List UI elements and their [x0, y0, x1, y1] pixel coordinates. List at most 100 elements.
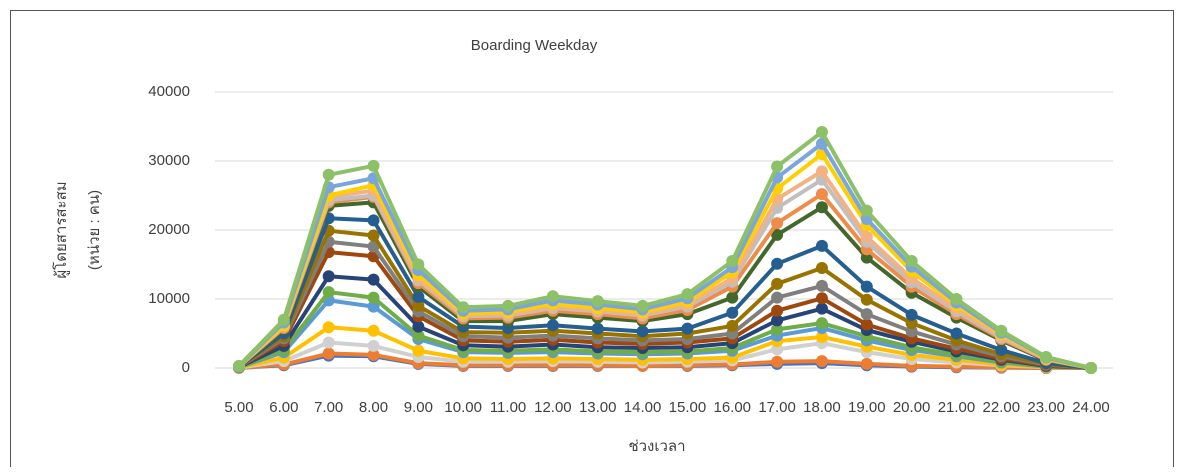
y-tick-label: 40000 [148, 83, 190, 100]
data-point [412, 299, 425, 312]
data-point [322, 270, 335, 283]
data-point [860, 293, 873, 306]
data-point [322, 286, 335, 299]
data-point [815, 279, 828, 292]
data-point [950, 293, 963, 305]
series-line [237, 228, 1092, 370]
data-point [860, 204, 873, 217]
data-point [771, 323, 784, 336]
data-point [367, 324, 380, 337]
series-line [238, 274, 1092, 370]
x-tick-label: 15.00 [669, 399, 707, 416]
data-point [815, 330, 828, 343]
data-point [726, 255, 739, 268]
data-point [905, 308, 918, 321]
data-point [771, 343, 784, 356]
data-point [815, 126, 828, 139]
data-point [367, 291, 380, 304]
data-point [815, 239, 828, 252]
data-point [771, 314, 784, 327]
data-point [412, 320, 425, 333]
data-point [636, 325, 649, 338]
data-point [367, 229, 380, 242]
x-tick-label: 6.00 [269, 399, 298, 416]
data-point [860, 318, 873, 331]
x-tick-label: 8.00 [359, 399, 388, 416]
x-tick-label: 22.00 [983, 399, 1021, 416]
x-axis-label: ช่วงเวลา [628, 438, 685, 455]
data-point [771, 160, 784, 173]
data-point [412, 258, 425, 271]
series-line [237, 152, 1092, 370]
data-point [771, 304, 784, 317]
data-point [815, 355, 828, 368]
y-tick-label: 20000 [148, 221, 190, 238]
data-point [502, 299, 515, 312]
data-point [457, 301, 470, 314]
data-point [681, 288, 694, 301]
data-point [860, 280, 873, 293]
x-tick-label: 5.00 [224, 399, 253, 416]
data-point [322, 168, 335, 181]
x-tick-label: 24.00 [1072, 399, 1110, 416]
chart-title: Boarding Weekday [471, 37, 598, 54]
x-tick-label: 21.00 [938, 399, 976, 416]
data-point [233, 359, 245, 372]
y-tick-label: 10000 [148, 290, 190, 307]
data-point [950, 327, 963, 340]
data-point [1040, 350, 1053, 363]
data-point [681, 322, 694, 335]
data-point [1085, 362, 1097, 374]
data-point [905, 317, 918, 330]
y-tick-label: 0 [182, 359, 190, 376]
series-line [237, 250, 1092, 370]
y-axis-label: (หน่วย : คน) [86, 190, 103, 270]
data-point [636, 299, 649, 312]
series-line [237, 169, 1092, 370]
data-point [367, 214, 380, 227]
data-point [412, 344, 425, 357]
data-point [322, 321, 335, 334]
data-point [322, 336, 335, 349]
data-point [905, 255, 918, 268]
data-point [995, 324, 1008, 337]
series-line [238, 351, 1091, 370]
x-tick-label: 13.00 [579, 399, 617, 416]
series-line [237, 216, 1092, 370]
data-point [367, 159, 380, 172]
data-point [322, 347, 335, 360]
data-point [367, 273, 380, 286]
series-line [237, 239, 1092, 370]
data-point [815, 317, 828, 330]
x-tick-label: 20.00 [893, 399, 931, 416]
x-tick-label: 12.00 [534, 399, 572, 416]
data-point [815, 201, 828, 214]
data-point [726, 319, 739, 332]
data-point [771, 217, 784, 230]
data-point [860, 357, 873, 370]
x-tick-label: 23.00 [1027, 399, 1065, 416]
data-point [815, 302, 828, 315]
data-point [860, 308, 873, 321]
data-point [771, 277, 784, 290]
x-tick-label: 16.00 [713, 399, 751, 416]
data-point [815, 292, 828, 305]
data-point [815, 188, 828, 201]
data-point [771, 228, 784, 241]
data-point [367, 348, 380, 361]
chart-frame [10, 10, 1174, 472]
x-tick-label: 9.00 [404, 399, 433, 416]
data-point [546, 319, 559, 332]
series-line [238, 290, 1092, 370]
data-point [771, 257, 784, 270]
data-point [771, 355, 784, 368]
data-point [726, 306, 739, 319]
data-point [860, 230, 873, 243]
data-point [815, 165, 828, 178]
x-tick-label: 10.00 [444, 399, 482, 416]
series-line [237, 200, 1092, 370]
data-point [412, 329, 425, 342]
data-point [995, 344, 1008, 357]
data-point [277, 313, 290, 326]
